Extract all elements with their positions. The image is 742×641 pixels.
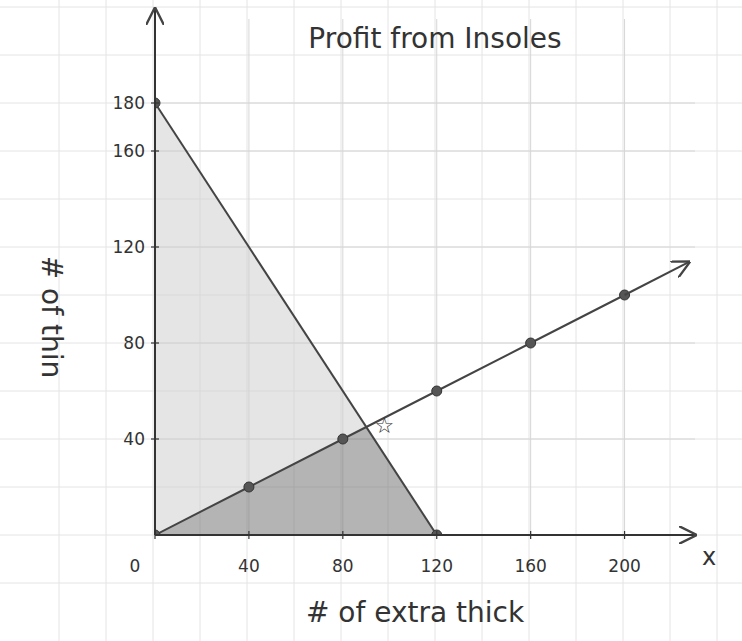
x-tick-label: 40 (238, 556, 260, 576)
paper-line (623, 0, 624, 641)
x-axis-title: # of extra thick (306, 596, 525, 629)
tick (151, 438, 159, 439)
paper-line (0, 343, 742, 344)
plot-area (155, 98, 630, 535)
tick (624, 531, 625, 539)
grid-line (624, 19, 625, 535)
paper-line (482, 0, 483, 641)
tick (436, 531, 437, 539)
tick (151, 246, 159, 247)
chart: 0 40 80 120 160 200 40 80 120 160 180 Profit from I… (0, 0, 742, 641)
tick (154, 531, 155, 539)
point (432, 386, 442, 396)
y-tick-label: 180 (113, 93, 145, 113)
y-axis-title: # of thin (35, 256, 68, 379)
graph-paper (0, 0, 742, 641)
paper-line (670, 0, 671, 641)
point (244, 482, 254, 492)
paper-line (0, 151, 742, 152)
title: Profit from Insoles (308, 22, 561, 55)
grid-line (530, 19, 531, 535)
tick (151, 150, 159, 151)
paper-line (0, 583, 742, 584)
paper-line (0, 247, 742, 248)
x-axis (155, 534, 695, 536)
paper-line (153, 0, 154, 641)
x-axis-name: x (702, 543, 716, 571)
optimum-star: ☆ (374, 413, 394, 438)
paper-line (717, 0, 718, 641)
tick (151, 342, 159, 343)
axes: 0 40 80 120 160 200 40 80 120 160 180 (113, 9, 695, 576)
x-tick-label: 200 (608, 556, 640, 576)
shaded-region (155, 427, 437, 535)
constraint-line (155, 295, 625, 535)
tick (151, 102, 159, 103)
point (526, 338, 536, 348)
paper-line (388, 0, 389, 641)
x-tick-label: 160 (514, 556, 546, 576)
y-tick-label: 40 (123, 429, 145, 449)
line-arrow (625, 262, 689, 295)
paper-line (435, 0, 436, 641)
paper-line (0, 199, 742, 200)
grid-line (155, 103, 695, 104)
x-tick-label: 0 (130, 556, 141, 576)
paper-line (106, 0, 107, 641)
point (338, 434, 348, 444)
paper-line (529, 0, 530, 641)
tick (342, 531, 343, 539)
y-tick-label: 160 (113, 141, 145, 161)
tick (530, 531, 531, 539)
paper-line (0, 7, 742, 8)
x-tick-label: 80 (332, 556, 354, 576)
y-tick-label: 80 (123, 333, 145, 353)
grid-line (436, 19, 437, 535)
paper-line (0, 103, 742, 104)
paper-line (341, 0, 342, 641)
grid-line (155, 151, 695, 152)
paper-line (0, 535, 742, 536)
grid (155, 19, 695, 535)
y-tick-label: 120 (113, 237, 145, 257)
constraint-line (155, 103, 437, 535)
paper-line (0, 295, 742, 296)
paper-line (0, 391, 742, 392)
y-axis (154, 9, 156, 535)
x-tick-label: 120 (421, 556, 453, 576)
tick (248, 531, 249, 539)
